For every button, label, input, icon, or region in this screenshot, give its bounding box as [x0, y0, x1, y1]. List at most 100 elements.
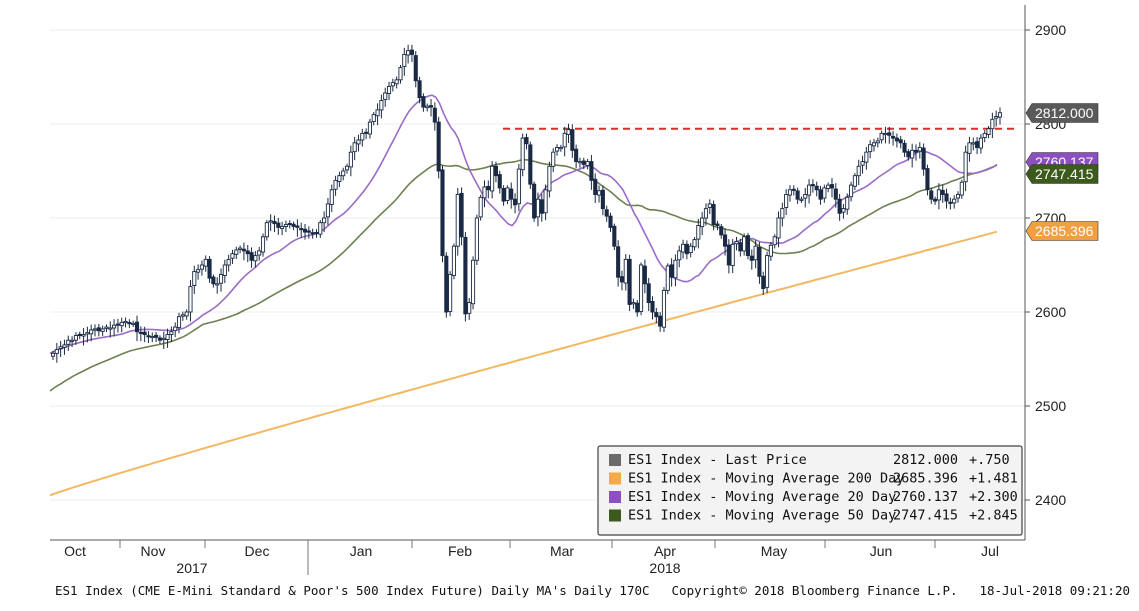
candle-body: [119, 321, 124, 327]
ma20-line: [49, 94, 998, 355]
candle-body: [780, 208, 785, 219]
candle-body: [467, 302, 472, 314]
time-axis-ticks: Oct Nov Dec Jan Feb Mar Apr May Jun Jul 2017 2018: [64, 540, 999, 576]
candle-body: [715, 223, 720, 226]
legend-value: 2747.415: [893, 508, 958, 524]
candle-body: [963, 151, 968, 183]
x-month-label: Mar: [550, 543, 574, 559]
candle-body: [986, 128, 991, 135]
chart-legend: ES1 Index - Last Price 2812.000 +.750 ES1 I…: [597, 445, 1023, 536]
candle-body: [574, 148, 579, 163]
candle-body: [264, 222, 269, 238]
legend-swatch: [609, 491, 621, 503]
candle-body: [287, 223, 292, 226]
candle-body: [367, 121, 372, 135]
candle-body: [929, 190, 934, 200]
candle-body: [85, 332, 90, 335]
candle-body: [829, 184, 835, 189]
candle-body: [249, 252, 254, 261]
candle-body: [757, 246, 762, 277]
candle-body: [127, 322, 132, 325]
legend-value: 2760.137: [893, 489, 958, 505]
candle-body: [386, 85, 392, 94]
legend-swatch: [609, 509, 621, 522]
candle-body: [463, 236, 468, 315]
price-tag-label: 2747.415: [1035, 166, 1094, 182]
candle-body: [302, 228, 308, 233]
candle-body: [234, 249, 239, 255]
candle-body: [745, 235, 751, 257]
candle-body: [299, 228, 304, 231]
candle-body: [448, 273, 453, 312]
candle-body: [310, 232, 315, 235]
candle-body: [871, 142, 877, 147]
candle-body: [70, 339, 75, 342]
candle-body: [375, 109, 380, 117]
candle-body: [826, 184, 831, 189]
candle-body: [566, 129, 571, 135]
candle-body: [933, 198, 938, 202]
candle-body: [906, 151, 911, 158]
candle-body: [73, 335, 78, 341]
candle-body: [868, 144, 873, 153]
candle-body: [642, 265, 647, 285]
legend-change: +1.481: [969, 471, 1018, 487]
footer-copyright: Copyright© 2018 Bloomberg Finance L.P.: [671, 583, 958, 598]
legend-swatch: [609, 454, 621, 466]
candle-body: [493, 165, 499, 177]
candle-body: [131, 322, 136, 325]
candle-body: [841, 208, 846, 213]
candle-body: [455, 194, 460, 247]
candle-body: [852, 175, 857, 187]
x-month-label: Dec: [245, 543, 270, 559]
candle-body: [157, 337, 162, 341]
candle-body: [104, 326, 109, 329]
candle-body: [971, 142, 976, 145]
candle-body: [627, 258, 632, 305]
candle-body: [417, 80, 422, 99]
candle-body: [730, 243, 735, 267]
candle-body: [379, 100, 384, 111]
legend-box: [597, 445, 1023, 536]
candle-body: [936, 189, 941, 201]
candle-body: [348, 151, 353, 168]
candle-body: [253, 255, 258, 262]
candle-body: [142, 331, 147, 336]
candle-body: [222, 264, 227, 276]
candle-body: [864, 151, 869, 163]
candle-body: [283, 224, 288, 227]
candle-body: [784, 194, 789, 208]
candle-body: [593, 178, 598, 195]
candle-body: [837, 198, 842, 214]
candle-body: [768, 244, 773, 257]
candle-body: [707, 203, 712, 208]
candle-body: [512, 198, 518, 206]
price-tag-label: 2812.000: [1035, 105, 1094, 121]
legend-value: 2812.000: [893, 452, 958, 468]
candle-body: [665, 265, 670, 291]
candle-body: [913, 149, 919, 153]
candle-body: [421, 96, 426, 108]
candle-body: [306, 230, 311, 233]
candle-body: [719, 226, 724, 236]
candle-body: [631, 302, 636, 305]
candle-body: [677, 250, 682, 261]
candle-body: [314, 232, 319, 235]
candle-body: [276, 222, 281, 228]
candle-body: [478, 196, 483, 218]
candle-body: [268, 220, 273, 223]
candle-body: [184, 311, 189, 317]
candle-body: [879, 132, 884, 141]
candle-body: [390, 82, 395, 87]
candle-body: [654, 312, 659, 318]
candle-body: [112, 324, 117, 329]
y-tick-label: 2600: [1035, 304, 1066, 320]
candle-body: [570, 129, 575, 151]
candle-body: [925, 168, 930, 191]
candle-body: [161, 337, 166, 341]
candle-body: [295, 225, 300, 228]
candle-body: [215, 283, 220, 286]
